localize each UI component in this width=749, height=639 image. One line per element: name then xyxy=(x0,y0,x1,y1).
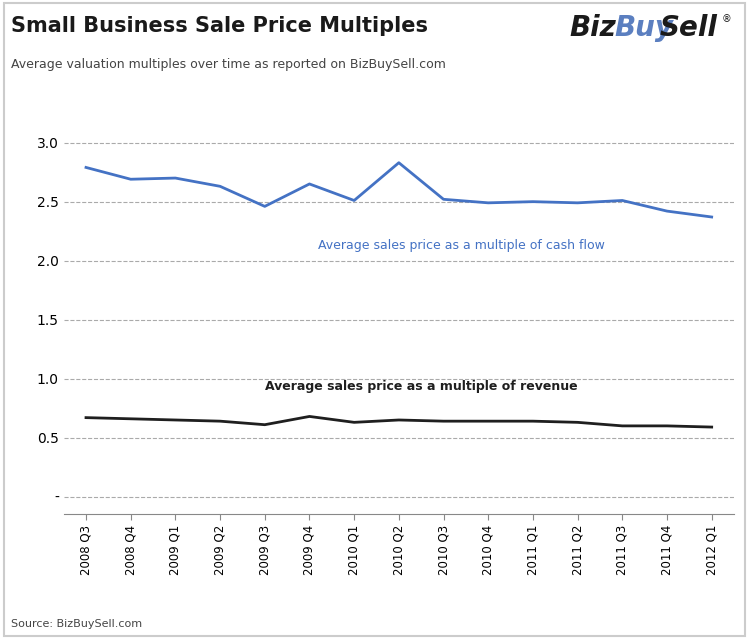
Text: Biz: Biz xyxy=(569,14,616,42)
Text: Average sales price as a multiple of revenue: Average sales price as a multiple of rev… xyxy=(265,380,577,393)
Text: Small Business Sale Price Multiples: Small Business Sale Price Multiples xyxy=(11,16,428,36)
Text: Sell: Sell xyxy=(659,14,717,42)
Text: Source: BizBuySell.com: Source: BizBuySell.com xyxy=(11,619,142,629)
Text: ®: ® xyxy=(721,14,731,24)
Text: Average valuation multiples over time as reported on BizBuySell.com: Average valuation multiples over time as… xyxy=(11,58,446,70)
Text: Average sales price as a multiple of cash flow: Average sales price as a multiple of cas… xyxy=(318,240,605,252)
Text: Buy: Buy xyxy=(614,14,673,42)
